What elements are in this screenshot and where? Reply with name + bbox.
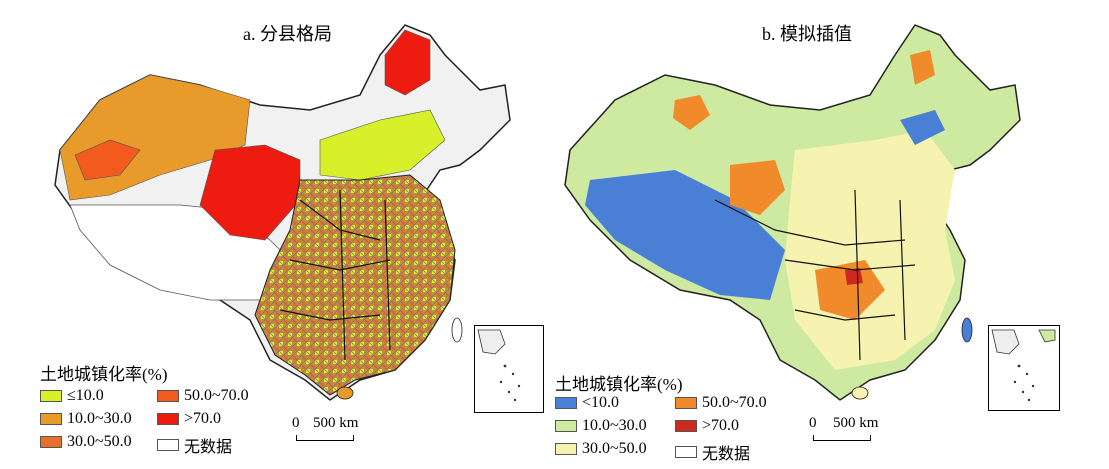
legend-item: 10.0~30.0 bbox=[40, 410, 132, 428]
legend-item: ≤10.0 bbox=[40, 387, 104, 405]
legend-label: 10.0~30.0 bbox=[67, 410, 132, 427]
legend-swatch bbox=[157, 439, 179, 451]
region-east-counties bbox=[254, 174, 456, 396]
scale-distance: 500 km bbox=[313, 415, 359, 431]
legend-item: 50.0~70.0 bbox=[157, 387, 249, 405]
legend-label: 50.0~70.0 bbox=[184, 387, 249, 404]
scale-zero: 0 bbox=[292, 415, 300, 431]
region-blue-inner-mongolia bbox=[900, 110, 945, 145]
legend-swatch bbox=[675, 397, 697, 409]
south-china-sea-inset bbox=[474, 325, 544, 413]
region-red-north bbox=[199, 144, 301, 241]
panel-county-pattern: a. 分县格局 bbox=[0, 0, 554, 469]
taiwan-island bbox=[961, 317, 973, 343]
region-yellow-northeast bbox=[319, 109, 446, 181]
legend-label: 50.0~70.0 bbox=[702, 394, 767, 411]
legend-title: 土地城镇化率(%) bbox=[40, 365, 168, 384]
region-red-west bbox=[74, 139, 141, 181]
legend-label: <10.0 bbox=[582, 394, 620, 411]
legend-swatch bbox=[157, 390, 179, 402]
region-red-northeast bbox=[384, 29, 431, 96]
region-red-hubei bbox=[845, 268, 863, 285]
legend-label: >70.0 bbox=[184, 410, 222, 427]
legend-swatch bbox=[157, 413, 179, 425]
legend-swatch bbox=[40, 390, 62, 402]
legend-title: 土地城镇化率(%) bbox=[555, 375, 683, 394]
hainan-island bbox=[336, 386, 354, 400]
legend-label: >70.0 bbox=[702, 417, 740, 434]
region-pale-yellow bbox=[785, 130, 955, 370]
scale-bar: 0 500 km bbox=[805, 415, 900, 445]
legend-label: 30.0~50.0 bbox=[67, 433, 132, 450]
legend-item: >70.0 bbox=[675, 417, 739, 435]
legend-label: ≤10.0 bbox=[67, 387, 104, 404]
legend-swatch bbox=[675, 420, 697, 432]
legend-label: 30.0~50.0 bbox=[582, 440, 647, 457]
scale-distance: 500 km bbox=[833, 415, 879, 431]
legend-swatch bbox=[555, 420, 577, 432]
scale-zero: 0 bbox=[809, 415, 817, 431]
south-china-sea-inset bbox=[988, 325, 1060, 411]
legend-swatch bbox=[40, 413, 62, 425]
region-orange-xinjiang bbox=[673, 95, 710, 130]
legend-item: 50.0~70.0 bbox=[675, 394, 767, 412]
region-orange-gansu bbox=[730, 160, 785, 215]
china-map-interpolated bbox=[564, 24, 1021, 401]
china-map-county bbox=[54, 24, 511, 401]
panel-b-title: b. 模拟插值 bbox=[762, 24, 852, 44]
legend-item: 无数据 bbox=[675, 440, 750, 464]
legend-swatch bbox=[40, 436, 62, 448]
region-orange-heilongjiang bbox=[910, 50, 935, 85]
scale-line bbox=[296, 435, 354, 441]
legend-item: 无数据 bbox=[157, 433, 232, 457]
legend-label: 无数据 bbox=[184, 439, 233, 456]
panel-simulated-interpolation: b. 模拟插值 土地城镇化率(%) <10.0 50.0~70.0 bbox=[555, 0, 1109, 469]
legend-item: >70.0 bbox=[157, 410, 221, 428]
scale-bar: 0 500 km bbox=[288, 415, 378, 445]
legend-item: <10.0 bbox=[555, 394, 619, 412]
legend-item: 30.0~50.0 bbox=[40, 433, 132, 451]
legend-item: 10.0~30.0 bbox=[555, 417, 647, 435]
taiwan-island bbox=[451, 317, 463, 343]
panel-a-title: a. 分县格局 bbox=[243, 24, 332, 44]
legend-swatch bbox=[555, 443, 577, 455]
legend-label: 无数据 bbox=[702, 446, 751, 463]
legend-swatch bbox=[675, 446, 697, 458]
hainan-island bbox=[851, 386, 869, 400]
legend-swatch bbox=[555, 397, 577, 409]
region-orange-sichuan bbox=[815, 260, 885, 320]
legend-label: 10.0~30.0 bbox=[582, 417, 647, 434]
scale-line bbox=[813, 435, 871, 441]
legend-item: 30.0~50.0 bbox=[555, 440, 647, 458]
